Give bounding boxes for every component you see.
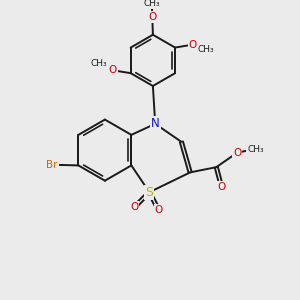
Text: S: S bbox=[146, 186, 153, 199]
Text: O: O bbox=[154, 205, 163, 215]
Text: CH₃: CH₃ bbox=[143, 0, 160, 8]
Text: O: O bbox=[218, 182, 226, 192]
Text: O: O bbox=[148, 12, 156, 22]
Text: CH₃: CH₃ bbox=[90, 59, 107, 68]
Text: O: O bbox=[233, 148, 242, 158]
Text: CH₃: CH₃ bbox=[247, 145, 264, 154]
Text: CH₃: CH₃ bbox=[198, 45, 214, 54]
Text: O: O bbox=[188, 40, 197, 50]
Text: N: N bbox=[151, 117, 160, 130]
Text: Br: Br bbox=[46, 160, 58, 170]
Text: O: O bbox=[130, 202, 138, 212]
Text: O: O bbox=[109, 65, 117, 75]
